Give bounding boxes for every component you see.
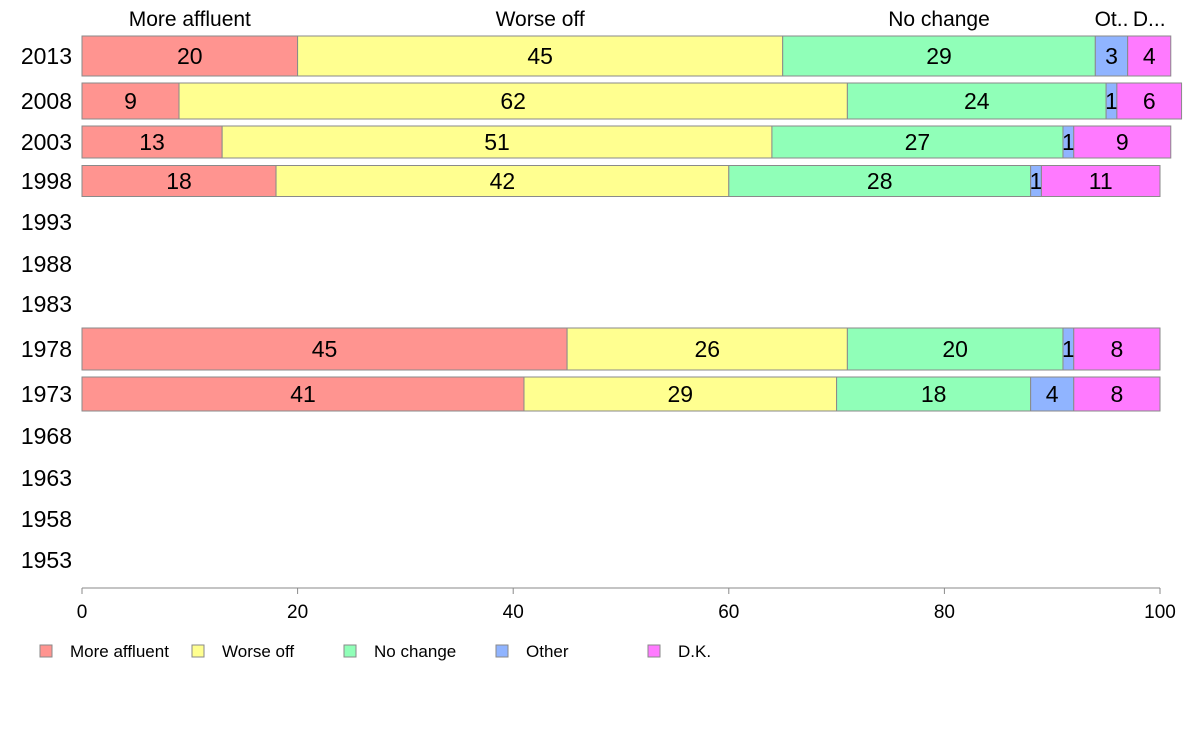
legend-label-worse-off: Worse off	[222, 642, 294, 661]
x-tick-label: 80	[934, 602, 955, 623]
legend-label-other: Other	[526, 642, 569, 661]
data-label-2008-worse-off: 62	[500, 88, 526, 114]
data-label-2013-no-change: 29	[926, 43, 952, 69]
data-label-1998-worse-off: 42	[490, 168, 516, 194]
data-label-1973-more-affluent: 41	[290, 381, 316, 407]
legend-swatch-no-change	[343, 644, 357, 658]
y-axis-labels: 2013 2008 2003 1998 1993 1988 1983 1978 1973 1968…	[21, 43, 72, 573]
bar-segment-1973-other	[1030, 376, 1075, 412]
legend-swatch-worse-off	[191, 644, 205, 658]
y-tick-label: 1973	[21, 381, 72, 407]
x-tick-label: 0	[77, 602, 88, 623]
column-header-no-change: No change	[888, 8, 990, 31]
legend-label-d-k: D.K.	[678, 642, 711, 661]
data-label-1973-other: 4	[1046, 381, 1059, 407]
bar-segment-1998-worse-off	[275, 165, 730, 197]
data-label-2003-other: 1	[1062, 129, 1075, 155]
x-axis: 0 20 40 60 80 100	[77, 587, 1176, 623]
column-header-worse-off: Worse off	[496, 8, 585, 31]
y-tick-label: 1978	[21, 336, 72, 362]
data-label-2003-no-change: 27	[905, 129, 931, 155]
data-label-2008-other: 1	[1105, 88, 1118, 114]
x-tick-label: 60	[718, 602, 739, 623]
bar-segment-1973-worse-off	[523, 376, 838, 412]
bar-segment-1998-d-k	[1040, 165, 1161, 197]
data-label-2003-more-affluent: 13	[139, 129, 165, 155]
data-label-2008-d-k: 6	[1143, 88, 1156, 114]
data-label-2003-worse-off: 51	[484, 129, 510, 155]
data-label-2003-d-k: 9	[1116, 129, 1129, 155]
y-tick-label: 1963	[21, 465, 72, 491]
x-tick-label: 100	[1144, 602, 1176, 623]
bar-segment-2003-more-affluent	[81, 125, 223, 159]
legend-swatch-more-affluent	[39, 644, 53, 658]
bar-segment-1978-d-k	[1073, 327, 1161, 371]
bar-segment-1978-worse-off	[566, 327, 848, 371]
data-label-2013-d-k: 4	[1143, 43, 1156, 69]
bar-segment-2003-d-k	[1073, 125, 1172, 159]
y-tick-label: 1993	[21, 209, 72, 235]
data-label-2013-worse-off: 45	[527, 43, 553, 69]
bar-segment-1978-no-change	[846, 327, 1064, 371]
data-label-1973-worse-off: 29	[667, 381, 693, 407]
bar-segment-1998-more-affluent	[81, 165, 277, 197]
column-headers: More affluent Worse off No change Ot.. D...	[129, 8, 1166, 31]
bar-segment-1978-more-affluent	[81, 327, 568, 371]
bar-segment-2013-d-k	[1127, 35, 1172, 77]
data-label-1978-d-k: 8	[1110, 336, 1123, 362]
bar-segment-2003-no-change	[771, 125, 1064, 159]
data-label-1998-more-affluent: 18	[166, 168, 192, 194]
bar-segment-2008-more-affluent	[81, 82, 180, 120]
data-label-1978-other: 1	[1062, 336, 1075, 362]
y-tick-label: 1968	[21, 423, 72, 449]
legend-label-more-affluent: More affluent	[70, 642, 169, 661]
data-label-2013-more-affluent: 20	[177, 43, 203, 69]
legend-swatch-other	[495, 644, 509, 658]
y-tick-label: 1983	[21, 291, 72, 317]
bar-segment-2013-no-change	[782, 35, 1096, 77]
data-label-1998-no-change: 28	[867, 168, 893, 194]
legend-label-no-change: No change	[374, 642, 456, 661]
y-tick-label: 2013	[21, 43, 72, 69]
data-label-1978-more-affluent: 45	[312, 336, 338, 362]
data-label-1973-d-k: 8	[1110, 381, 1123, 407]
x-tick-label: 20	[287, 602, 308, 623]
y-tick-label: 1953	[21, 547, 72, 573]
bar-segment-1973-more-affluent	[81, 376, 525, 412]
y-tick-label: 1958	[21, 506, 72, 532]
bar-segment-2008-d-k	[1116, 82, 1183, 120]
bar-segment-2008-worse-off	[178, 82, 848, 120]
data-label-1973-no-change: 18	[921, 381, 947, 407]
column-header-d-k: D...	[1133, 8, 1166, 31]
y-tick-label: 2003	[21, 129, 72, 155]
bar-segment-1998-no-change	[728, 165, 1032, 197]
y-tick-label: 2008	[21, 88, 72, 114]
column-header-more-affluent: More affluent	[129, 8, 251, 31]
y-tick-label: 1998	[21, 168, 72, 194]
data-label-2013-other: 3	[1105, 43, 1118, 69]
data-label-1978-no-change: 20	[942, 336, 968, 362]
data-label-1998-d-k: 11	[1089, 168, 1113, 194]
x-tick-label: 40	[503, 602, 524, 623]
column-header-other: Ot..	[1095, 8, 1129, 31]
bar-segment-1973-no-change	[836, 376, 1032, 412]
data-label-1978-worse-off: 26	[694, 336, 720, 362]
data-label-2008-no-change: 24	[964, 88, 990, 114]
legend: More affluent Worse off No change Other D.K.	[39, 642, 711, 661]
bar-segment-1973-d-k	[1073, 376, 1161, 412]
data-label-2008-more-affluent: 9	[124, 88, 137, 114]
bar-segment-2003-worse-off	[221, 125, 773, 159]
y-tick-label: 1988	[21, 251, 72, 277]
data-label-1998-other: 1	[1030, 168, 1043, 194]
bar-segment-2013-worse-off	[297, 35, 784, 77]
legend-swatch-d-k	[647, 644, 661, 658]
bar-segment-2008-no-change	[846, 82, 1107, 120]
bar-segment-2013-more-affluent	[81, 35, 299, 77]
